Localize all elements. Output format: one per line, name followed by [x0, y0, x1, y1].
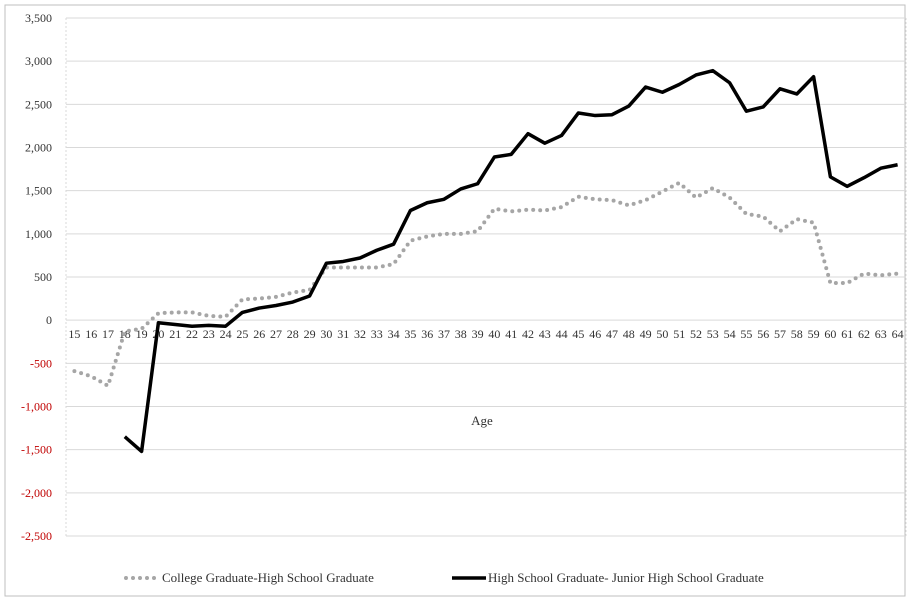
x-tick-label: 55	[740, 327, 752, 341]
x-tick-label: 17	[102, 327, 114, 341]
x-tick-label: 28	[287, 327, 299, 341]
y-tick-label: 1,000	[25, 227, 52, 241]
x-tick-label: 35	[404, 327, 416, 341]
x-tick-label: 49	[640, 327, 652, 341]
x-tick-label: 39	[472, 327, 484, 341]
x-tick-label: 38	[455, 327, 467, 341]
x-tick-label: 25	[236, 327, 248, 341]
x-tick-label: 51	[673, 327, 685, 341]
series-lines	[72, 68, 900, 454]
y-tick-label: -2,500	[21, 529, 52, 543]
y-tick-label: 500	[34, 270, 52, 284]
x-tick-label: 42	[522, 327, 534, 341]
y-tick-label: 0	[46, 313, 52, 327]
x-tick-label: 60	[824, 327, 836, 341]
x-tick-label: 33	[371, 327, 383, 341]
x-tick-label: 47	[606, 327, 618, 341]
y-tick-label: -1,000	[21, 400, 52, 414]
x-tick-label: 59	[808, 327, 820, 341]
gridlines	[65, 17, 907, 537]
x-tick-label: 46	[589, 327, 601, 341]
x-tick-label: 58	[791, 327, 803, 341]
series-line-college-vs-high-school	[72, 180, 900, 388]
x-tick-label: 40	[488, 327, 500, 341]
x-tick-label: 34	[388, 327, 400, 341]
x-tick-label: 61	[841, 327, 853, 341]
x-tick-label: 15	[68, 327, 80, 341]
series-line-high-school-vs-junior-high	[123, 68, 898, 454]
x-tick-label: 63	[875, 327, 887, 341]
x-tick-label: 24	[220, 327, 232, 341]
y-axis-ticks: 3,500 3,000 2,500 2,000 1,500 1,000 500 0 -500 -1…	[21, 11, 52, 543]
y-tick-label: -500	[30, 356, 52, 370]
x-tick-label: 52	[690, 327, 702, 341]
x-tick-label: 41	[505, 327, 517, 341]
x-tick-label: 53	[707, 327, 719, 341]
chart-border	[4, 4, 906, 597]
x-tick-label: 27	[270, 327, 282, 341]
y-tick-label: 1,500	[25, 184, 52, 198]
x-tick-label: 44	[556, 327, 568, 341]
x-tick-label: 43	[539, 327, 551, 341]
x-axis-label: Age	[471, 413, 493, 428]
x-axis-ticks: 15 16 17 18 19 20 21 22 23 24 25 26 27 28 29 30 31 32 33 34…	[68, 327, 903, 341]
x-tick-label: 16	[85, 327, 97, 341]
y-tick-label: -2,000	[21, 486, 52, 500]
x-tick-label: 64	[892, 327, 904, 341]
x-tick-label: 23	[203, 327, 215, 341]
x-tick-label: 32	[354, 327, 366, 341]
legend-label: High School Graduate- Junior High School…	[488, 570, 764, 585]
y-tick-label: 3,000	[25, 54, 52, 68]
x-tick-label: 37	[438, 327, 450, 341]
x-tick-label: 30	[320, 327, 332, 341]
y-tick-label: 2,500	[25, 97, 52, 111]
x-tick-label: 26	[253, 327, 265, 341]
x-tick-label: 56	[757, 327, 769, 341]
x-tick-label: 48	[623, 327, 635, 341]
y-tick-label: -1,500	[21, 443, 52, 457]
x-tick-label: 36	[421, 327, 433, 341]
x-tick-label: 50	[656, 327, 668, 341]
x-tick-label: 57	[774, 327, 786, 341]
x-tick-label: 62	[858, 327, 870, 341]
x-tick-label: 21	[169, 327, 181, 341]
x-tick-label: 31	[337, 327, 349, 341]
x-tick-label: 45	[572, 327, 584, 341]
x-tick-label: 22	[186, 327, 198, 341]
x-tick-label: 54	[724, 327, 736, 341]
x-tick-label: 29	[304, 327, 316, 341]
y-tick-label: 2,000	[25, 141, 52, 155]
legend-label: College Graduate-High School Graduate	[162, 570, 374, 585]
y-tick-label: 3,500	[25, 11, 52, 25]
legend: College Graduate-High School Graduate Hig…	[124, 570, 764, 585]
x-tick-label: 19	[136, 327, 148, 341]
